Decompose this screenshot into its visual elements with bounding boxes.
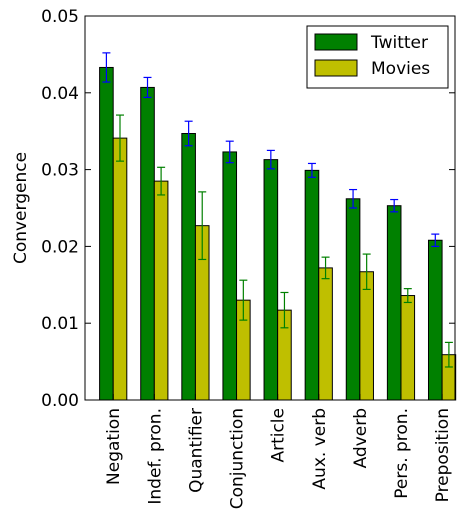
x-tick-label: Quantifier: [186, 408, 206, 493]
plot-frame: [84, 15, 456, 401]
bars-layer: [99, 66, 457, 401]
y-tick-label: 0.00: [41, 391, 79, 411]
error-bars-layer: [102, 52, 453, 368]
x-tick-label: Negation: [104, 408, 124, 485]
bar-twitter-6: [345, 198, 361, 401]
legend-label-movies: Movies: [371, 59, 430, 79]
bar-movies-5: [318, 267, 333, 401]
bar-movies-6: [359, 271, 374, 401]
x-tick-label: Indef. pron.: [145, 408, 165, 505]
bar-movies-7: [400, 295, 416, 401]
bar-twitter-4: [263, 159, 279, 401]
x-tick-label: Conjunction: [228, 408, 248, 509]
x-tick-label: Preposition: [433, 408, 453, 502]
y-tick-label: 0.03: [41, 161, 79, 181]
x-tick-label: Aux. verb: [310, 408, 330, 490]
y-axis: 0.00 0.01 0.02 0.03 0.04 0.05: [41, 7, 455, 411]
legend-label-twitter: Twitter: [370, 33, 428, 53]
bar-twitter-3: [222, 151, 238, 401]
legend-swatch-movies: [314, 59, 358, 77]
legend-swatch-twitter: [314, 33, 358, 51]
y-axis-label: Convergence: [11, 152, 31, 264]
legend: Twitter Movies: [306, 25, 449, 89]
x-tick-label: Pers. pron.: [392, 408, 412, 499]
y-tick-label: 0.05: [41, 7, 79, 27]
bar-twitter-7: [386, 205, 402, 401]
bar-movies-1: [153, 180, 169, 401]
bar-twitter-2: [181, 133, 196, 401]
x-tick-label: Adverb: [351, 408, 371, 468]
x-axis: Negation Indef. pron. Quantifier Conjunctio…: [104, 394, 453, 509]
bar-twitter-0: [99, 66, 114, 401]
bar-twitter-8: [427, 239, 443, 401]
x-tick-label: Article: [269, 408, 289, 463]
bar-twitter-1: [140, 86, 155, 401]
y-tick-label: 0.04: [41, 84, 79, 104]
bar-movies-0: [112, 137, 128, 401]
bar-twitter-5: [304, 169, 320, 401]
y-tick-label: 0.01: [41, 314, 79, 334]
y-tick-label: 0.02: [41, 237, 79, 257]
